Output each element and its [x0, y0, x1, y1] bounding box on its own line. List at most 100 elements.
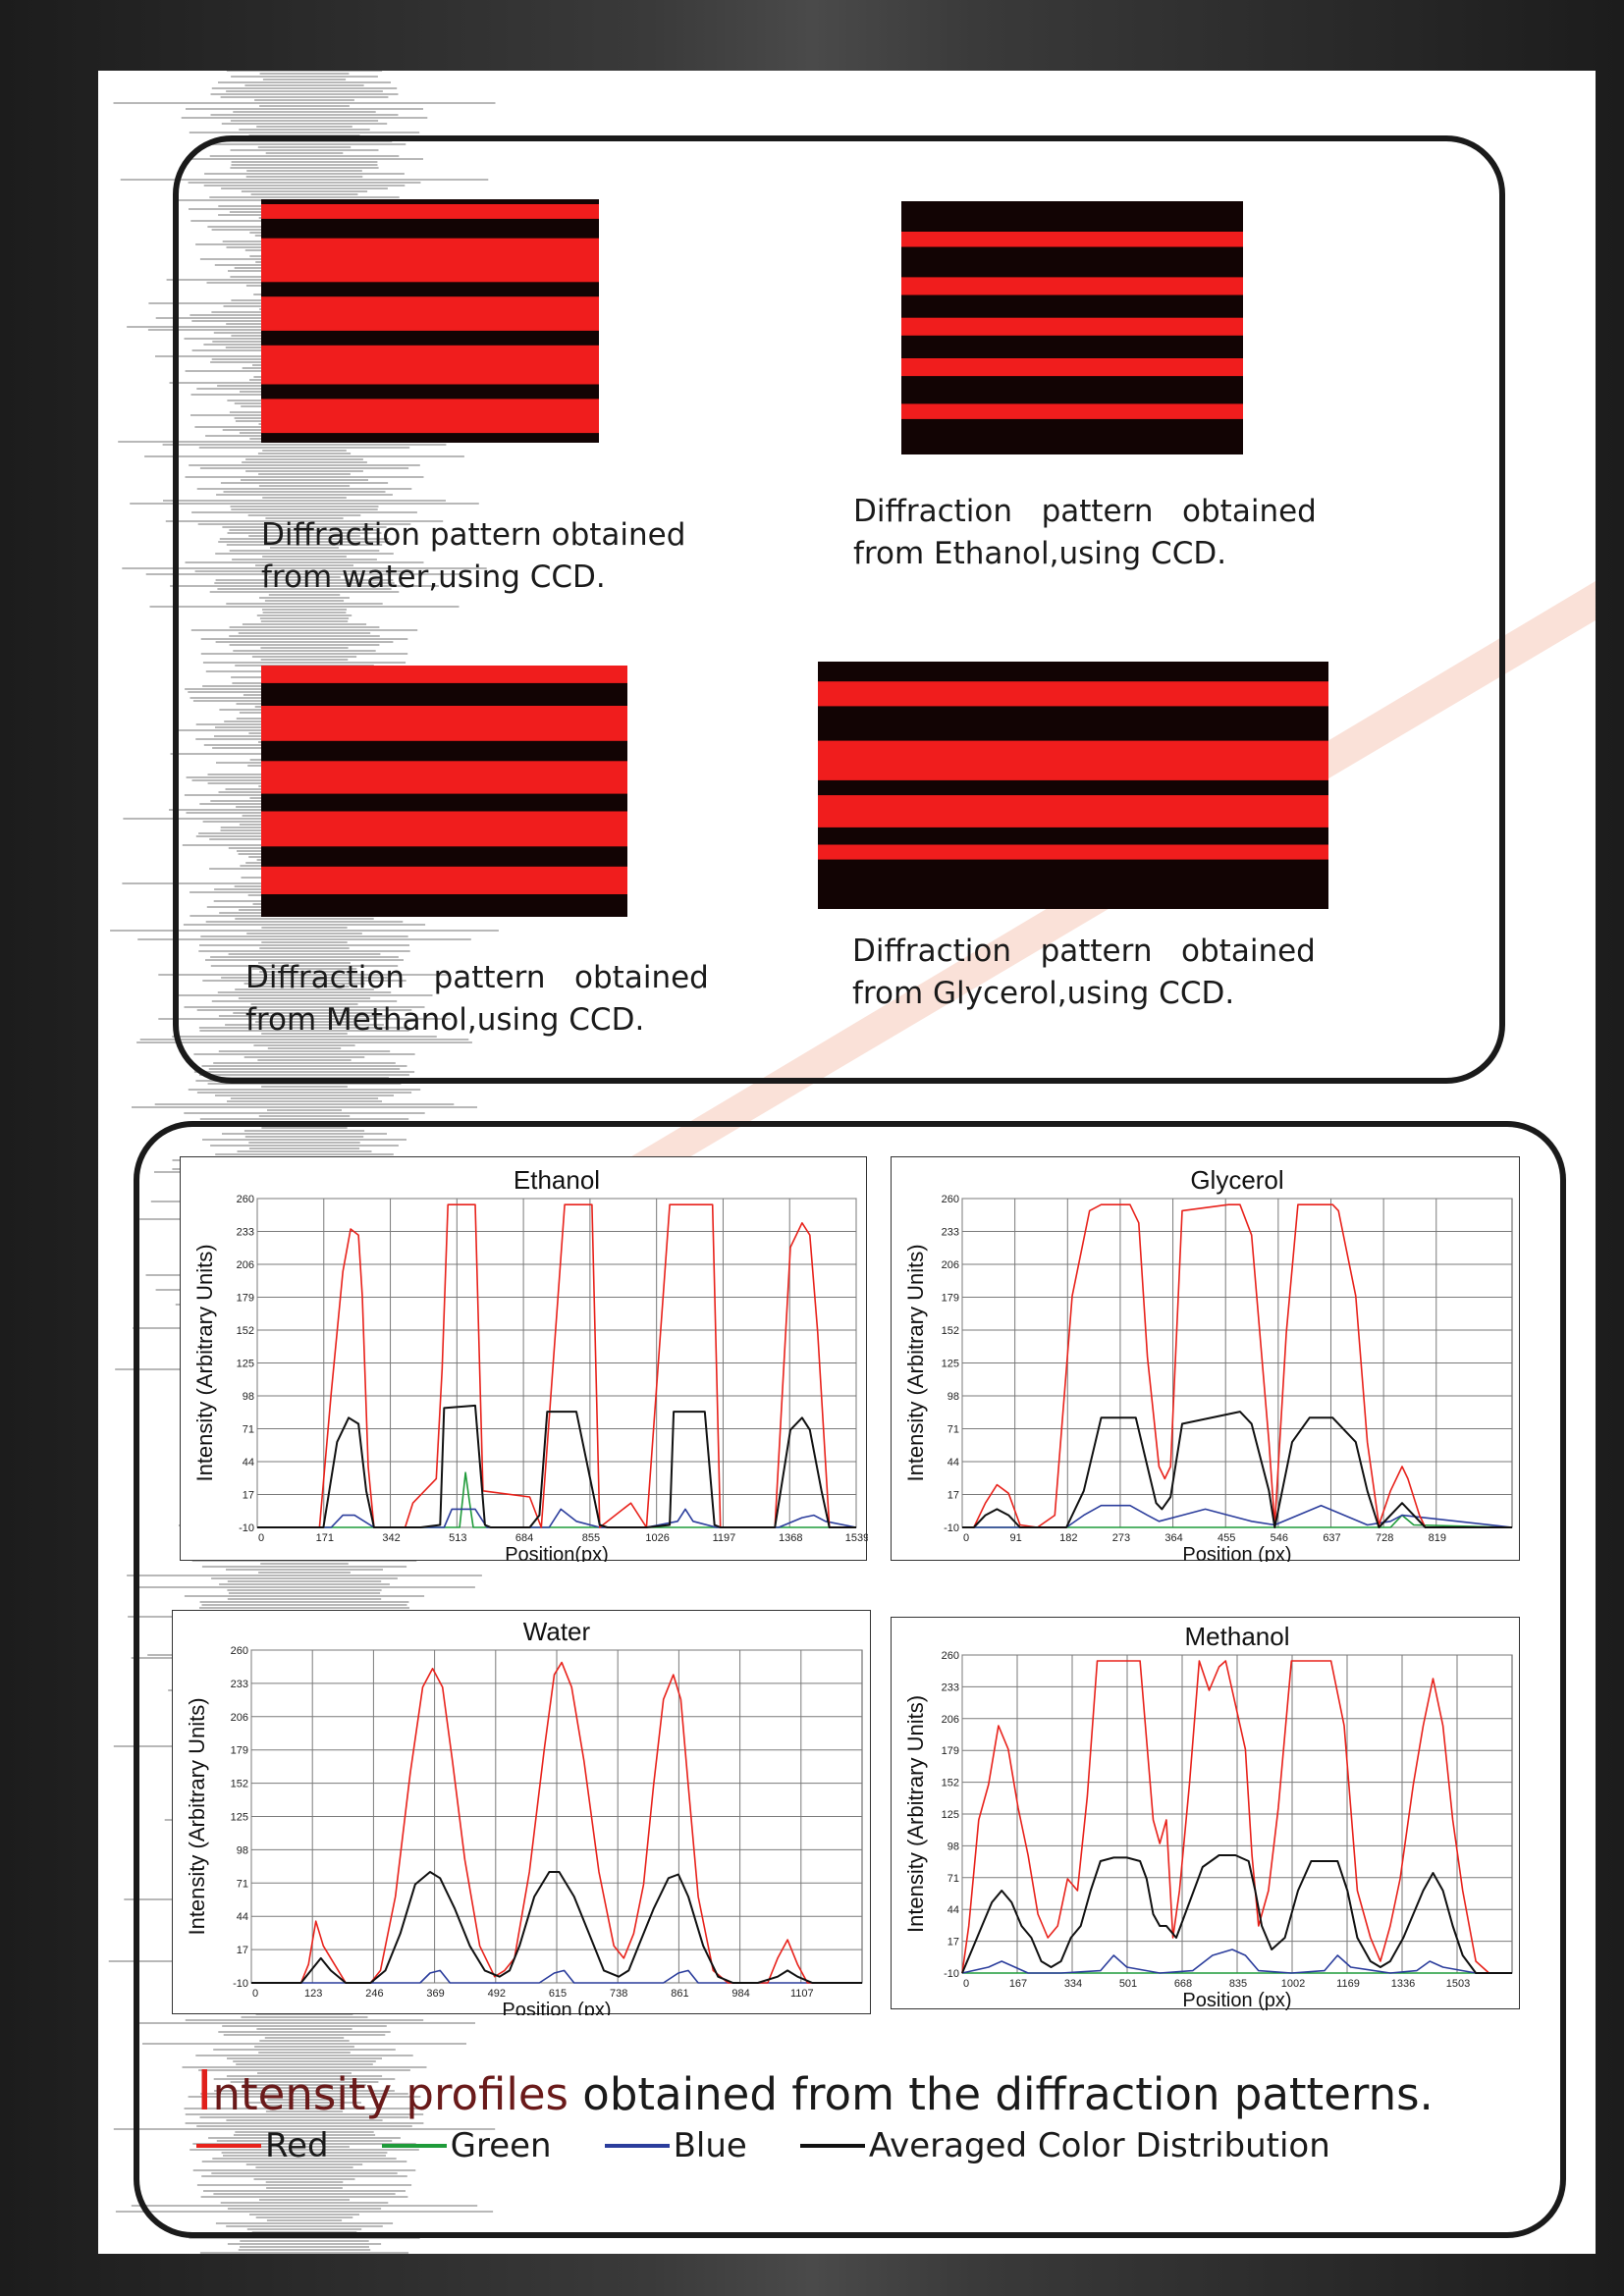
series-line-black	[961, 1854, 1512, 1974]
x-tick-label: 684	[515, 1532, 533, 1544]
x-tick-label: 123	[304, 1988, 322, 2000]
y-tick-label: 44	[237, 1911, 248, 1923]
y-tick-label: 260	[231, 1645, 248, 1657]
y-tick-label: 206	[942, 1714, 959, 1726]
series-line-blue	[962, 1504, 1513, 1528]
headline-highlight: ntensity profiles	[212, 2068, 568, 2120]
x-tick-label: 1368	[779, 1532, 802, 1544]
y-tick-label: 260	[942, 1650, 959, 1662]
fringe-band	[261, 399, 599, 434]
legend-swatch-red	[196, 2144, 261, 2148]
legend-label-green: Green	[450, 2126, 552, 2165]
x-tick-label: 1503	[1446, 1978, 1470, 1990]
y-tick-label: 98	[243, 1391, 254, 1403]
fringe-band	[261, 345, 599, 385]
fringe-band	[818, 795, 1328, 828]
x-tick-label: 1107	[790, 1988, 814, 2000]
y-tick-label: 71	[947, 1873, 959, 1885]
y-tick-label: 125	[237, 1359, 254, 1370]
legend-label-blue: Blue	[673, 2126, 747, 2165]
y-tick-label: 206	[237, 1259, 254, 1271]
y-tick-label: 233	[942, 1682, 959, 1693]
diffraction-photo-glycerol	[818, 662, 1328, 909]
x-tick-label: 984	[731, 1988, 749, 2000]
y-tick-label: 17	[237, 1945, 248, 1956]
x-tick-label: 1026	[645, 1532, 669, 1544]
caption-glycerol: Diffraction pattern obtained from Glycer…	[852, 931, 1316, 1015]
x-tick-label: 728	[1376, 1532, 1393, 1544]
fringe-band	[901, 358, 1243, 377]
chart-title: Methanol	[1185, 1622, 1290, 1651]
legend-label-average: Averaged Color Distribution	[868, 2126, 1330, 2165]
x-tick-label: 455	[1218, 1532, 1235, 1544]
y-tick-label: 125	[942, 1359, 959, 1370]
y-tick-label: 152	[231, 1779, 248, 1790]
x-tick-label: 167	[1009, 1978, 1027, 1990]
x-tick-label: 182	[1059, 1532, 1077, 1544]
diffraction-photo-methanol	[261, 666, 627, 917]
x-tick-label: 171	[316, 1532, 334, 1544]
y-tick-label: 71	[243, 1424, 254, 1436]
fringe-band	[818, 681, 1328, 707]
fringe-band	[901, 232, 1243, 247]
legend-swatch-average	[799, 2144, 865, 2148]
y-tick-label: 179	[231, 1745, 248, 1757]
caption-methanol-line1: Diffraction pattern obtained	[245, 960, 709, 995]
y-tick-label: 17	[947, 1937, 959, 1949]
legend-item-red: Red	[196, 2126, 329, 2165]
y-tick-label: 179	[237, 1293, 254, 1305]
x-axis-label: Position (px)	[1182, 1544, 1291, 1562]
fringe-band	[261, 296, 599, 331]
caption-water-line2: from water,using CCD.	[261, 560, 606, 595]
y-tick-label: 125	[942, 1809, 959, 1821]
y-tick-label: 260	[942, 1194, 959, 1205]
legend-swatch-blue	[604, 2144, 670, 2148]
x-tick-label: 91	[1010, 1532, 1022, 1544]
y-axis-label: Intensity (Arbitrary Units)	[903, 1695, 928, 1933]
fringe-band	[261, 761, 627, 794]
y-tick-label: 98	[947, 1391, 959, 1403]
y-tick-label: 17	[243, 1490, 254, 1502]
y-tick-label: 44	[243, 1457, 254, 1468]
fringe-band	[901, 317, 1243, 336]
y-tick-label: 152	[942, 1325, 959, 1337]
y-tick-label: 233	[942, 1227, 959, 1239]
chart-glycerol-box: Glycerol -10 17 44 71 98 125 152 179 206 233 260 0 91…	[891, 1156, 1520, 1562]
y-axis-label: Intensity (Arbitrary Units)	[185, 1697, 209, 1935]
y-tick-label: 260	[237, 1194, 254, 1205]
x-tick-label: 855	[582, 1532, 600, 1544]
x-tick-label: 369	[426, 1988, 444, 2000]
chart-glycerol: Glycerol -10 17 44 71 98 125 152 179 206 233 260 0 91…	[903, 1165, 1513, 1562]
y-tick-label: 179	[942, 1745, 959, 1757]
chart-methanol-box: Methanol -10 17 44 71 98 125 152 179 206 233 260 0 16…	[891, 1617, 1520, 2010]
headline: Intensity profiles obtained from the dif…	[196, 2059, 1434, 2123]
x-tick-label: 1197	[713, 1532, 736, 1544]
series-line-blue	[251, 1969, 862, 1984]
legend-item-blue: Blue	[604, 2126, 747, 2165]
headline-cap: I	[196, 2059, 213, 2123]
y-tick-label: -10	[944, 1522, 959, 1534]
caption-water: Diffraction pattern obtained from water,…	[261, 514, 685, 599]
diffraction-photos-panel	[173, 135, 1505, 1084]
y-tick-label: 233	[237, 1227, 254, 1239]
headline-rest: obtained from the diffraction patterns.	[568, 2068, 1434, 2120]
chart-water: Water -10 17 44 71 98 125 152 179 206 233 260 0 123 24…	[185, 1617, 863, 2015]
chart-water-box: Water -10 17 44 71 98 125 152 179 206 233 260 0 123 24…	[172, 1610, 871, 2015]
y-tick-label: 71	[947, 1424, 959, 1436]
x-tick-label: 615	[549, 1988, 567, 2000]
x-tick-label: 668	[1174, 1978, 1192, 1990]
series-line-red	[961, 1660, 1512, 1974]
x-tick-label: 861	[671, 1988, 688, 2000]
poster-sheet: Diffraction pattern obtained from water,…	[98, 71, 1596, 2254]
series-line-green	[257, 1471, 856, 1528]
caption-methanol: Diffraction pattern obtained from Methan…	[245, 957, 709, 1041]
legend-item-green: Green	[381, 2126, 552, 2165]
series-line-black	[962, 1411, 1512, 1528]
x-tick-label: 738	[610, 1988, 627, 2000]
series-line-red	[257, 1203, 856, 1528]
x-tick-label: 1002	[1281, 1978, 1305, 1990]
x-tick-label: 334	[1064, 1978, 1082, 1990]
y-tick-label: -10	[944, 1968, 959, 1980]
x-tick-label: 1169	[1336, 1978, 1360, 1990]
y-tick-label: 233	[231, 1679, 248, 1690]
